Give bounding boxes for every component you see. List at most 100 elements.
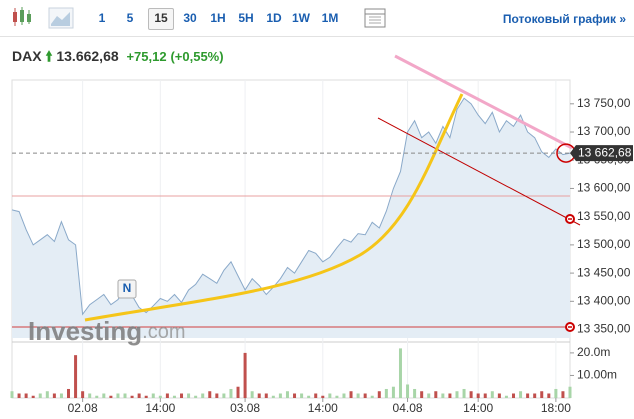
volume-bar	[88, 393, 92, 398]
volume-bar	[285, 391, 289, 398]
volume-bar	[151, 393, 155, 398]
y-tick-label: 13 400,00	[577, 293, 631, 307]
volume-bar	[568, 386, 572, 398]
y-tick-label: 13 600,00	[577, 181, 631, 195]
volume-bar	[38, 393, 42, 398]
volume-bar	[250, 391, 254, 398]
y-tick-label: 13 750,00	[577, 96, 631, 110]
volume-bar	[356, 393, 360, 398]
volume-bar	[67, 388, 71, 398]
volume-bar	[109, 395, 113, 398]
volume-bar	[455, 391, 459, 398]
volume-bar	[328, 393, 332, 398]
interval-button[interactable]: 1H	[210, 11, 226, 25]
volume-bar	[384, 388, 388, 398]
x-tick-label: 14:00	[145, 401, 175, 415]
volume-bar	[526, 393, 530, 398]
candle-icon[interactable]	[8, 4, 48, 34]
volume-bar	[391, 386, 395, 398]
quote-header: DAX 🠙 13.662,68 +75,12 (+0,55%)	[12, 46, 224, 70]
interval-button[interactable]: 1D	[266, 11, 282, 25]
volume-bar	[427, 393, 431, 398]
volume-bar	[102, 393, 106, 398]
volume-bar	[533, 393, 537, 398]
volume-bar	[483, 393, 487, 398]
event-marker-label: N	[123, 281, 132, 295]
volume-bar	[413, 388, 417, 398]
x-tick-label: 14:00	[463, 401, 493, 415]
volume-bar	[45, 391, 49, 398]
x-tick-label: 04.08	[393, 401, 423, 415]
volume-bar	[406, 384, 410, 398]
interval-button[interactable]: 1	[98, 11, 106, 25]
trend-line	[377, 117, 581, 226]
x-tick-label: 14:00	[308, 401, 338, 415]
y-tick-label: 13 550,00	[577, 209, 631, 223]
volume-bar	[229, 388, 233, 398]
volume-bar	[314, 393, 318, 398]
table-icon[interactable]	[362, 4, 392, 34]
stream-link[interactable]: Потоковый график »	[502, 12, 626, 26]
y-tick-label: 13 350,00	[577, 322, 631, 336]
price-line	[11, 97, 571, 316]
volume-bar	[342, 393, 346, 398]
interval-button[interactable]: 5	[126, 11, 134, 25]
y-tick-label: 13 700,00	[577, 124, 631, 138]
toolbar: Потоковый график » 1 5 15 30 1H 5H 1D 1W 1M	[0, 0, 634, 37]
volume-bar	[31, 395, 35, 398]
volume-bar	[307, 395, 311, 398]
interval-button[interactable]: 30	[183, 11, 197, 25]
volume-bar	[434, 391, 438, 398]
volume-bar	[293, 393, 297, 398]
volume-bar	[264, 393, 268, 398]
trend-line	[394, 54, 573, 150]
volume-bar	[398, 348, 402, 398]
volume-bar	[81, 391, 85, 398]
y2-tick-label: 20.0m	[577, 345, 610, 359]
y2-tick-label: 10.00m	[577, 368, 617, 382]
volume-bar	[137, 393, 141, 398]
interval-button[interactable]: 1M	[321, 11, 339, 25]
interval-button[interactable]: 5H	[238, 11, 254, 25]
volume-bar	[180, 393, 184, 398]
trend-curve	[84, 93, 464, 322]
price: 13.662,68	[56, 48, 119, 64]
volume-bar	[497, 393, 501, 398]
volume-bar	[172, 395, 176, 398]
volume-bar	[187, 393, 191, 398]
interval-button[interactable]: 1W	[292, 11, 310, 25]
volume-bar	[236, 386, 240, 398]
volume-bar	[74, 355, 78, 398]
volume-bar	[201, 393, 205, 398]
volume-bar	[554, 388, 558, 398]
volume-bar	[476, 393, 480, 398]
volume-bar	[278, 393, 282, 398]
symbol: DAX	[12, 48, 42, 64]
area-fill	[12, 98, 570, 338]
volume-bar	[561, 391, 565, 398]
area-icon[interactable]	[48, 4, 78, 34]
volume-bar	[222, 393, 226, 398]
volume-bar	[257, 393, 261, 398]
volume-bar	[59, 393, 63, 398]
volume-bar	[335, 395, 339, 398]
volume-bar	[547, 393, 551, 398]
x-tick-label: 18:00	[541, 401, 571, 415]
interval-button[interactable]: 15	[148, 8, 174, 30]
volume-bar	[17, 393, 21, 398]
x-tick-label: 02.08	[68, 401, 98, 415]
volume-bar	[158, 395, 162, 398]
change: +75,12	[126, 49, 167, 64]
volume-bar	[144, 395, 148, 398]
volume-bar	[165, 393, 169, 398]
volume-bar	[504, 395, 508, 398]
y-tick-label: 13 450,00	[577, 265, 631, 279]
volume-bar	[243, 352, 247, 398]
volume-bar	[130, 395, 134, 398]
volume-bar	[321, 395, 325, 398]
volume-bar	[519, 391, 523, 398]
volume-bar	[24, 393, 28, 398]
volume-bar	[469, 391, 473, 398]
up-arrow: 🠙	[45, 48, 53, 64]
